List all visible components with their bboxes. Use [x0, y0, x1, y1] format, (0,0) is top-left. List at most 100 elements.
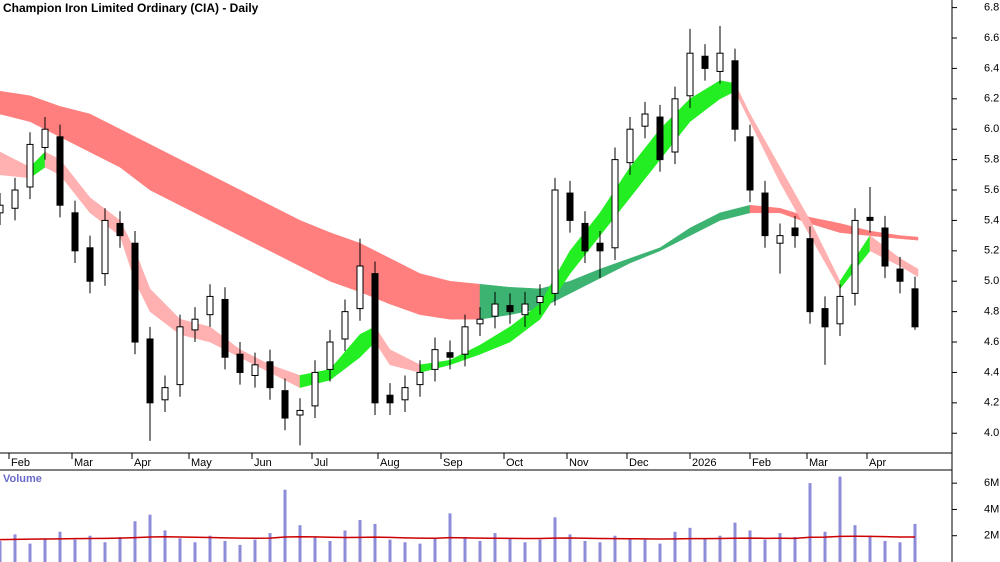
volume-bar [673, 531, 677, 562]
candle-body [881, 227, 889, 267]
volume-bar [343, 530, 347, 562]
candle-body [581, 222, 589, 252]
volume-bar [868, 535, 872, 562]
volume-bar [583, 540, 587, 562]
volume-bar [658, 543, 662, 562]
candle-body [716, 52, 724, 72]
volume-bar [0, 540, 2, 562]
candle-body [896, 268, 904, 282]
candle-body [416, 371, 424, 386]
volume-bar [718, 535, 722, 562]
volume-bar [553, 517, 557, 562]
y-tick-label: 5.6 [984, 184, 999, 196]
y-tick-label: 4.2 [984, 397, 999, 409]
candle-body [491, 303, 499, 317]
volume-bar [178, 538, 182, 562]
x-tick-label: Feb [752, 457, 771, 469]
candle-body [641, 113, 649, 127]
candle-body [401, 387, 409, 401]
ma-band [419, 273, 451, 320]
volume-bar [778, 533, 782, 562]
candle-body [836, 295, 844, 325]
volume-bar [118, 537, 122, 562]
y-tick-label: 4.0 [984, 427, 999, 439]
x-tick-label: Feb [11, 457, 30, 469]
volume-bar [733, 522, 737, 562]
volume-tick-label: 4M [984, 503, 999, 515]
candle-body [686, 52, 694, 97]
volume-bar [808, 483, 812, 562]
volume-bar [283, 489, 287, 562]
y-tick-label: 6.8 [984, 2, 999, 14]
x-tick-label: Jun [254, 457, 272, 469]
candle-body [0, 204, 4, 214]
candle-body [326, 341, 334, 370]
volume-bar [88, 535, 92, 562]
x-tick-label: Oct [506, 457, 523, 469]
candle-body [461, 326, 469, 355]
x-tick-label: 2026 [692, 457, 716, 469]
candle-body [86, 247, 94, 282]
y-tick-label: 6.4 [984, 62, 999, 74]
volume-bar [268, 533, 272, 562]
candle-body [611, 159, 619, 249]
volume-bar [508, 538, 512, 562]
volume-bar [253, 539, 257, 562]
candle-body [71, 212, 79, 252]
candle-body [596, 242, 604, 252]
volume-average [0, 535, 915, 541]
candle-body [266, 361, 274, 389]
volume-bar [823, 531, 827, 562]
volume-bar [568, 534, 572, 562]
y-tick-label: 4.4 [984, 366, 999, 378]
volume-bar [478, 540, 482, 562]
volume-bar [463, 537, 467, 562]
y-tick-label: 6.2 [984, 93, 999, 105]
y-tick-label: 4.8 [984, 306, 999, 318]
candle-body [806, 238, 814, 313]
y-tick-label: 5.2 [984, 245, 999, 257]
candle-body [701, 55, 709, 69]
volume-bar [883, 540, 887, 562]
volume-bar [418, 543, 422, 562]
volume-bar [58, 531, 62, 562]
volume-bar [493, 533, 497, 562]
volume-bar [403, 542, 407, 562]
volume-bar [238, 544, 242, 562]
candle-body [386, 394, 394, 404]
candle-body [221, 298, 229, 358]
volume-bar [28, 543, 32, 562]
volume-bar [328, 540, 332, 562]
x-tick-label: Dec [629, 457, 649, 469]
volume-bar [793, 537, 797, 562]
volume-bar [163, 530, 167, 562]
candle-body [11, 189, 19, 209]
candle-body [251, 364, 259, 376]
volume-bar [688, 527, 692, 562]
volume-bar [703, 538, 707, 562]
volume-bar [193, 542, 197, 562]
ma-band [329, 232, 361, 293]
x-tick-label: Mar [74, 457, 93, 469]
candle-body [476, 318, 484, 325]
x-tick-label: Apr [869, 457, 886, 469]
candle-body [431, 349, 439, 370]
candle-body [656, 116, 664, 161]
volume-bar [853, 525, 857, 562]
x-tick-label: Nov [569, 457, 589, 469]
candle-body [191, 318, 199, 331]
volume-bar [898, 542, 902, 562]
volume-bar [523, 542, 527, 562]
volume-label: Volume [3, 473, 42, 485]
volume-bar [73, 539, 77, 562]
volume-bar [838, 476, 842, 562]
candle-body [851, 219, 859, 294]
y-tick-label: 5.8 [984, 154, 999, 166]
volume-bar [43, 538, 47, 562]
volume-bar [133, 521, 137, 562]
volume-bar [208, 535, 212, 562]
candle-body [746, 136, 754, 191]
candle-body [296, 409, 304, 416]
volume-bar [313, 537, 317, 562]
